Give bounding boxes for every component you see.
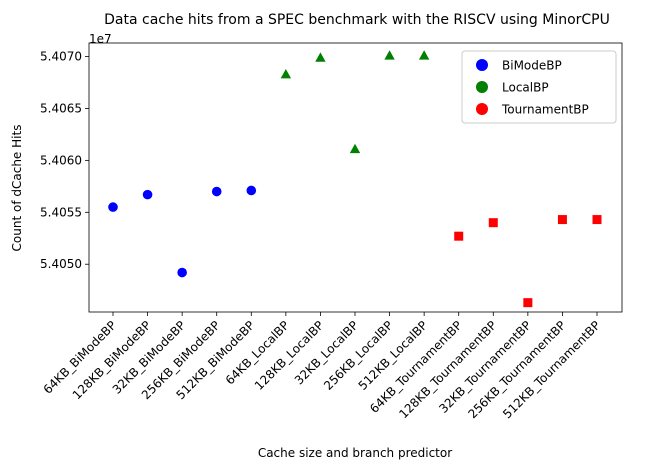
x-axis-label: Cache size and branch predictor [258,446,452,460]
y-tick-label: 5.4065 [40,101,82,115]
data-point-bimodebp [142,189,153,200]
legend-marker [476,59,488,71]
chart-title: Data cache hits from a SPEC benchmark wi… [104,12,610,28]
data-point-localbp [280,68,292,79]
legend-marker [476,103,488,115]
y-offset-label: 1e7 [89,32,112,46]
data-point-bimodebp [211,186,222,197]
data-point-localbp [418,50,430,60]
data-point-bimodebp [177,267,187,278]
legend-label: TournamentBP [501,103,589,117]
data-point-tournamentbp [592,215,602,225]
data-point-localbp [349,143,361,154]
data-point-bimodebp [108,202,118,212]
data-point-localbp [384,50,395,60]
legend-frame [461,50,617,124]
x-axis-ticks: 64KB_BiModeBP128KB_BiModeBP32KB_BiModeBP… [41,312,603,421]
y-tick-label: 5.4060 [40,153,82,167]
legend: BiModeBP LocalBP TournamentBP [461,50,617,124]
legend-label: BiModeBP [502,59,562,73]
data-point-tournamentbp [523,298,533,308]
data-point-localbp [315,52,326,62]
legend-label: LocalBP [502,81,549,95]
data-point-tournamentbp [557,215,567,225]
data-points [108,50,602,308]
y-axis-label: Count of dCache Hits [10,125,24,252]
plot-frame [88,42,623,313]
data-point-bimodebp [246,185,257,196]
y-tick-label: 5.4070 [40,50,82,64]
y-tick-label: 5.4055 [40,205,82,219]
y-tick-label: 5.4050 [40,257,82,271]
data-point-tournamentbp [488,218,498,228]
data-point-tournamentbp [454,231,464,241]
y-axis-ticks: 5.4050 5.4055 5.4060 5.4065 5.4070 [40,50,89,271]
legend-marker [476,81,488,93]
